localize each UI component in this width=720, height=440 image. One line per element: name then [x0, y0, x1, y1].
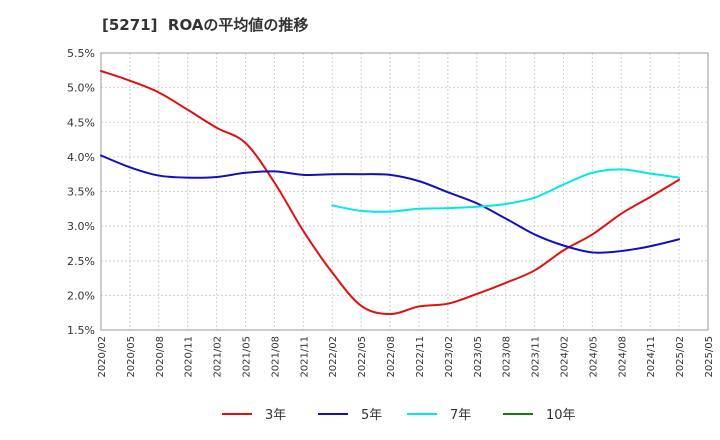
- legend: 3年 5年 7年 10年: [222, 408, 576, 423]
- x-tick-label: 2021/02: [213, 336, 224, 378]
- x-tick-label: 2023/08: [502, 336, 513, 378]
- x-tick-label: 2022/05: [357, 336, 368, 378]
- x-tick-label: 2024/02: [559, 336, 570, 378]
- x-tick-label: 2020/11: [184, 336, 195, 378]
- y-tick-label: 5.0%: [67, 82, 95, 95]
- y-tick-label: 2.5%: [67, 255, 95, 268]
- x-tick-label: 2020/05: [126, 336, 137, 378]
- grid-layer: [100, 52, 709, 331]
- series-layer: [100, 70, 681, 316]
- x-tick-label: 2022/11: [415, 336, 426, 378]
- legend-label-2: 5年: [361, 408, 382, 423]
- series-line-2: [100, 154, 681, 254]
- legend-label-1: 3年: [265, 408, 286, 423]
- x-tick-label: 2020/02: [97, 336, 108, 378]
- x-tick-label: 2021/11: [299, 336, 310, 378]
- y-tick-label: 2.0%: [67, 289, 95, 302]
- plot-frame: [100, 52, 709, 331]
- y-tick-label: 4.0%: [67, 151, 95, 164]
- x-tick-label: 2022/02: [328, 336, 339, 378]
- y-tick-label: 3.0%: [67, 220, 95, 233]
- x-tick-label: 2024/08: [617, 336, 628, 378]
- x-tick-label: 2024/11: [646, 336, 657, 378]
- y-tick-label: 4.5%: [67, 116, 95, 129]
- x-tick-label: 2025/02: [675, 336, 686, 378]
- x-tick-label: 2025/05: [704, 336, 715, 378]
- series-line-3: [331, 168, 681, 213]
- x-axis-ticks: 2020/02 2020/05 2020/08 2020/11 2021/02 2021/…: [97, 336, 715, 378]
- plot-border: [100, 52, 709, 331]
- x-tick-label: 2023/11: [531, 336, 542, 378]
- y-tick-label: 1.5%: [67, 324, 95, 337]
- x-tick-label: 2024/05: [588, 336, 599, 378]
- y-tick-label: 3.5%: [67, 186, 95, 199]
- x-tick-label: 2023/05: [473, 336, 484, 378]
- series-line-1: [100, 70, 681, 316]
- x-tick-label: 2022/08: [386, 336, 397, 378]
- x-tick-label: 2021/05: [242, 336, 253, 378]
- y-tick-label: 5.5%: [67, 47, 95, 60]
- y-axis-ticks: 1.5% 2.0% 2.5% 3.0% 3.5% 4.0% 4.5% 5.0% 5.5%: [67, 47, 95, 337]
- x-tick-label: 2021/08: [270, 336, 281, 378]
- x-tick-label: 2020/08: [155, 336, 166, 378]
- legend-label-4: 10年: [546, 408, 576, 423]
- legend-label-3: 7年: [450, 408, 471, 423]
- x-tick-label: 2023/02: [444, 336, 455, 378]
- chart-title: [5271] ROAの平均値の推移: [102, 16, 309, 34]
